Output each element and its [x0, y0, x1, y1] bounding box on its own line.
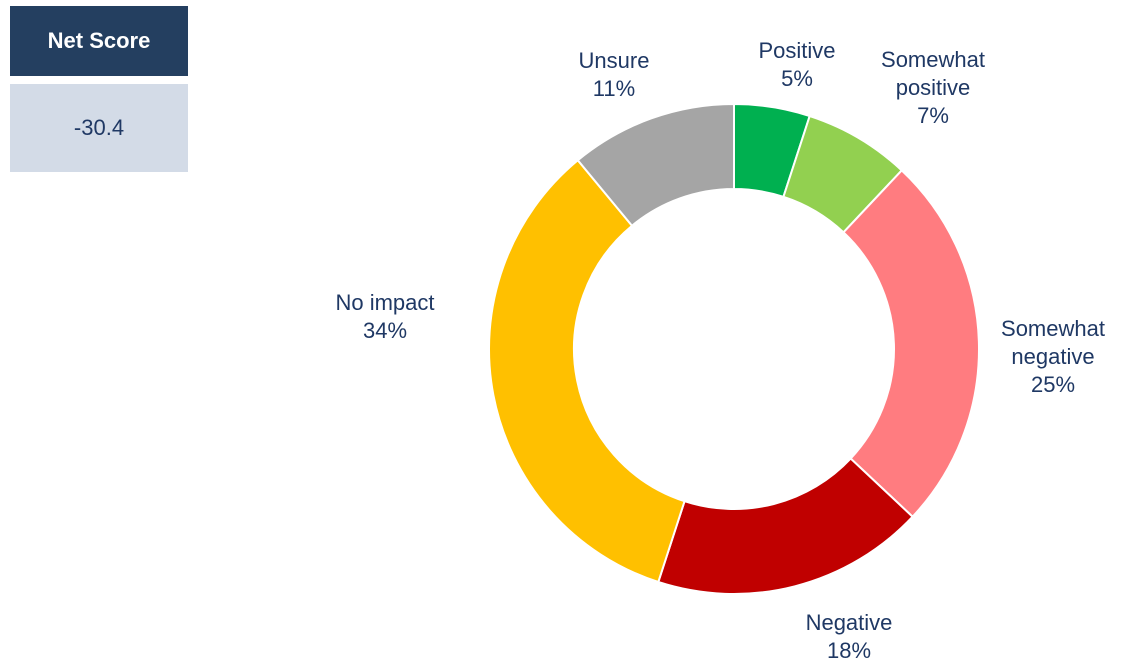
net-score-label: Net Score: [10, 6, 188, 76]
slice-label: Somewhat positive 7%: [858, 46, 1008, 130]
slice-value: 7%: [917, 103, 949, 128]
donut-slice: [576, 102, 735, 228]
slice-name: No impact: [335, 290, 435, 315]
slice-label: Somewhat negative 25%: [978, 315, 1125, 399]
slice-name: Somewhat negative: [1001, 316, 1105, 369]
slice-value: 25%: [1030, 372, 1076, 397]
slice-name: Positive: [758, 38, 836, 63]
slice-label: Positive 5%: [758, 37, 835, 93]
slice-name: Negative: [805, 610, 893, 635]
slice-value: 34%: [362, 318, 408, 343]
slice-value: 5%: [781, 66, 813, 91]
donut-slice: [842, 168, 980, 519]
slice-label: No impact 34%: [335, 289, 434, 345]
slice-name: Somewhat positive: [881, 47, 985, 100]
slice-value: 11%: [592, 76, 636, 101]
slice-value: 18%: [826, 638, 872, 663]
net-score-value: -30.4: [10, 84, 188, 172]
slice-label: Negative 18%: [806, 609, 893, 665]
slice-label: Unsure 11%: [579, 47, 650, 103]
slice-name: Unsure: [578, 48, 650, 73]
donut-slice: [488, 158, 686, 584]
